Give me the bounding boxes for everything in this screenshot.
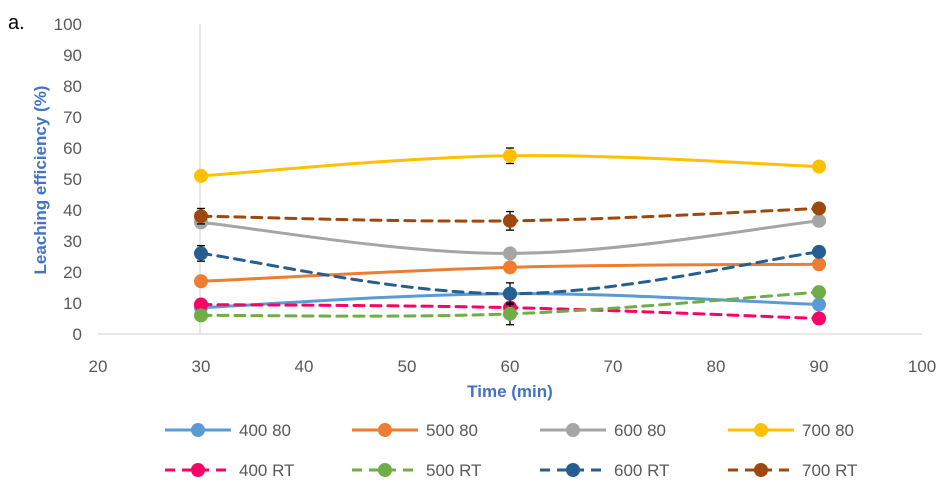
legend-marker-500-80 <box>378 423 392 437</box>
legend-marker-700-80 <box>754 423 768 437</box>
legend: 400 80 500 80 600 80 700 80 400 RT 500 RT 600 … <box>165 421 857 480</box>
panel-label: a. <box>8 12 25 34</box>
legend-label-400-rt: 400 RT <box>239 461 294 480</box>
data-point-600-rt <box>503 286 517 301</box>
legend-label-600-80: 600 80 <box>614 421 666 440</box>
legend-marker-400-rt <box>191 463 205 477</box>
y-tick-label: 10 <box>63 294 82 313</box>
data-point-700-rt <box>503 213 517 228</box>
x-axis-title: Time (min) <box>467 382 553 401</box>
y-tick-label: 80 <box>63 77 82 96</box>
data-point-500-rt <box>194 308 208 323</box>
data-point-500-rt <box>503 306 517 321</box>
x-tick-label: 40 <box>295 357 314 376</box>
y-tick-label: 0 <box>73 325 82 344</box>
legend-marker-700-rt <box>754 463 768 477</box>
data-point-400-rt <box>812 311 826 326</box>
y-tick-label: 100 <box>54 15 82 34</box>
data-point-700-80 <box>812 159 826 174</box>
series-lines <box>194 147 826 326</box>
x-tick-label: 70 <box>604 357 623 376</box>
y-tick-label: 30 <box>63 232 82 251</box>
y-tick-label: 70 <box>63 108 82 127</box>
x-tick-label: 90 <box>810 357 829 376</box>
data-point-400-rt <box>194 297 208 312</box>
x-tick-label: 60 <box>501 357 520 376</box>
data-point-500-80 <box>194 274 208 289</box>
data-point-700-rt <box>194 209 208 224</box>
data-point-500-rt <box>812 285 826 300</box>
y-tick-label: 20 <box>63 263 82 282</box>
data-point-600-80 <box>503 246 517 261</box>
legend-marker-500-rt <box>378 463 392 477</box>
data-point-700-80 <box>194 168 208 183</box>
axes: 0 10 20 30 40 50 60 70 80 90 100 20 30 40 50 60 70 80 90 10… <box>54 15 937 376</box>
x-tick-label: 80 <box>707 357 726 376</box>
x-tick-label: 100 <box>908 357 936 376</box>
data-point-700-rt <box>812 201 826 216</box>
x-tick-label: 30 <box>192 357 211 376</box>
data-point-600-rt <box>194 246 208 261</box>
y-axis-title: Leaching efficiency (%) <box>31 86 50 275</box>
legend-marker-400-80 <box>191 423 205 437</box>
data-point-700-80 <box>503 148 517 163</box>
data-point-600-rt <box>812 244 826 259</box>
y-tick-label: 60 <box>63 139 82 158</box>
y-tick-label: 90 <box>63 46 82 65</box>
legend-marker-600-rt <box>566 463 580 477</box>
legend-label-700-rt: 700 RT <box>802 461 857 480</box>
data-point-500-80 <box>503 260 517 275</box>
x-tick-label: 20 <box>89 357 108 376</box>
legend-label-400-80: 400 80 <box>239 421 291 440</box>
legend-label-500-rt: 500 RT <box>426 461 481 480</box>
data-point-400-80 <box>812 297 826 312</box>
data-point-600-80 <box>812 213 826 228</box>
legend-label-500-80: 500 80 <box>426 421 478 440</box>
y-tick-label: 40 <box>63 201 82 220</box>
x-tick-label: 50 <box>398 357 417 376</box>
legend-label-700-80: 700 80 <box>802 421 854 440</box>
y-tick-label: 50 <box>63 170 82 189</box>
data-point-500-80 <box>812 257 826 272</box>
legend-label-600-rt: 600 RT <box>614 461 669 480</box>
legend-marker-600-80 <box>566 423 580 437</box>
